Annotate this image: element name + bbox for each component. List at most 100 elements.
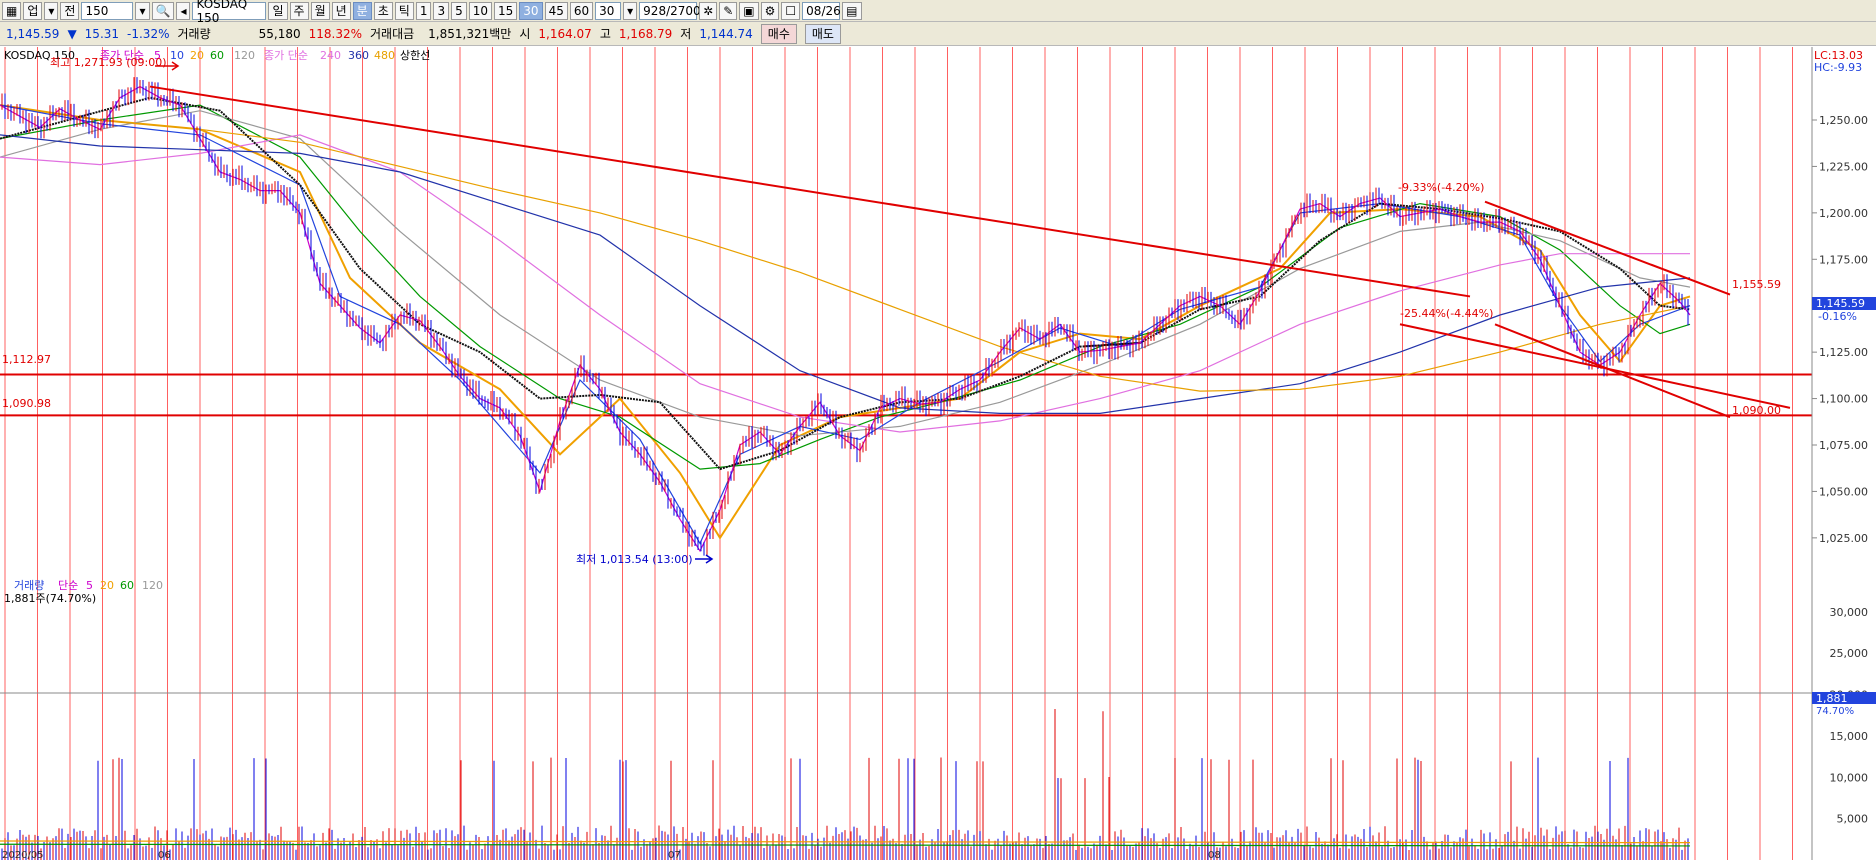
interval-dropdown-icon[interactable]: ▾	[623, 1, 638, 20]
ma-line-5	[0, 85, 1691, 553]
ma-line-480	[0, 104, 1691, 392]
code-dropdown-icon[interactable]: ▾	[135, 1, 150, 20]
legend-ma20: 20	[190, 49, 204, 62]
legend-upper-limit: 상한선	[400, 49, 430, 62]
menu-icon[interactable]: ▦	[2, 1, 22, 20]
y-axis-panel	[1812, 47, 1876, 860]
y-tick-label-9: 1,025.00	[1819, 532, 1868, 545]
current-price-tag	[1812, 297, 1876, 310]
chart-background	[0, 47, 1876, 860]
code-input[interactable]: 150	[81, 1, 134, 20]
price-change-pct: -1.32%	[127, 26, 170, 41]
level-1090-label: 1,090.98	[2, 397, 51, 410]
legend-ma120: 120	[234, 49, 255, 62]
volume-tag-text: 1,881	[1816, 692, 1848, 705]
legend-index-name: KOSDAQ 150	[4, 49, 75, 62]
legend-simple-1: 종가 단순	[100, 49, 144, 62]
legend-ma360: 360	[348, 49, 369, 62]
interval-3[interactable]: 3	[433, 1, 450, 20]
buy-button[interactable]: 매수	[760, 23, 797, 44]
vol-value: 1,881주(74.70%)	[4, 592, 96, 605]
interval-10[interactable]: 10	[468, 1, 493, 20]
market-dropdown-icon[interactable]: ▾	[44, 1, 59, 20]
down-arrow-icon: ▼	[67, 26, 77, 41]
price-chart[interactable]: 1,250.001,225.001,200.001,175.001,150.00…	[0, 47, 1876, 860]
vol-tick-label-4: 10,000	[1830, 771, 1869, 784]
volume-label: 거래량	[177, 27, 211, 41]
interval-45[interactable]: 45	[544, 1, 568, 20]
count-field[interactable]: 928/2700	[639, 1, 701, 20]
x-label-3: 08	[1208, 850, 1221, 860]
vol-legend-simple: 단순	[58, 579, 78, 592]
trend-line-upper	[149, 85, 1471, 298]
trend-line-lower-2	[1494, 323, 1731, 419]
volume-ma-20	[0, 840, 1691, 844]
period-second[interactable]: 초	[373, 1, 393, 20]
volume-ma-60	[0, 843, 1691, 847]
draw-icon[interactable]: ✎	[719, 1, 738, 20]
current-price: 1,145.59	[6, 26, 60, 41]
amount-label: 거래대금	[370, 27, 415, 41]
x-label-2: 07	[668, 850, 681, 860]
y-tick-label-2: 1,200.00	[1819, 207, 1868, 220]
volume-bars	[0, 709, 1691, 860]
ma-line-360	[0, 134, 1691, 414]
high-arrow	[155, 61, 180, 71]
legend-ma240: 240	[320, 49, 341, 62]
right-level-1090-label: 1,090.00	[1732, 404, 1781, 417]
period-tick[interactable]: 틱	[394, 1, 414, 20]
y-tick-label-7: 1,075.00	[1819, 439, 1868, 452]
period-kind-select[interactable]: 전	[60, 1, 80, 20]
high-annotation: 최고 1,271.93 (09:00)	[50, 56, 167, 69]
date-checkbox[interactable]: ☐	[781, 1, 801, 20]
high-value: 1,168.79	[618, 26, 673, 41]
interval-5[interactable]: 5	[451, 1, 467, 20]
current-price-pct: -0.16%	[1818, 310, 1857, 323]
low-value: 1,144.74	[699, 26, 753, 41]
ma-line-60	[0, 104, 1691, 470]
info-bar: 1,145.59 ▼ 15.31 -1.32% 거래량 55,180 118.3…	[0, 22, 1876, 46]
vol-legend-60: 60	[120, 579, 134, 592]
ma-line-240	[0, 134, 1690, 433]
interval-1[interactable]: 1	[415, 1, 432, 20]
volume-pct: 118.32%	[308, 26, 362, 41]
save-icon[interactable]: ▣	[739, 1, 759, 20]
price-grid	[0, 373, 1812, 417]
market-select[interactable]: 업	[23, 1, 43, 20]
calendar-icon[interactable]: ▤	[842, 1, 862, 20]
low-annotation: 최저 1,013.54 (13:00)	[576, 553, 693, 566]
interval-60[interactable]: 60	[569, 1, 594, 20]
gear-icon[interactable]: ⚙	[760, 1, 780, 20]
y-tick-label-8: 1,050.00	[1819, 485, 1868, 498]
period-minute[interactable]: 분	[352, 1, 372, 20]
speaker-icon[interactable]: ◂	[176, 1, 191, 20]
level-1112-label: 1,112.97	[2, 353, 51, 366]
search-icon[interactable]: 🔍	[151, 1, 175, 20]
pct-upper-annotation: -9.33%(-4.20%)	[1398, 181, 1484, 194]
volume-tag-pct: 74.70%	[1816, 706, 1854, 717]
period-month[interactable]: 월	[310, 1, 330, 20]
interval-input[interactable]: 30	[595, 1, 622, 20]
amount-value: 1,851,321백만	[428, 27, 512, 41]
y-tick-label-0: 1,250.00	[1819, 114, 1868, 127]
y-tick-label-1: 1,225.00	[1819, 160, 1868, 173]
interval-15[interactable]: 15	[494, 1, 518, 20]
y-tick-label-5: 1,125.00	[1819, 346, 1868, 359]
date-input[interactable]: 08/26	[802, 1, 841, 20]
interval-30[interactable]: 30	[519, 1, 543, 20]
period-week[interactable]: 주	[289, 1, 309, 20]
sell-button[interactable]: 매도	[804, 23, 841, 44]
vol-tick-label-3: 15,000	[1830, 730, 1869, 743]
legend-ma5: 5	[154, 49, 161, 62]
y-tick-label-3: 1,175.00	[1819, 253, 1868, 266]
y-tick-label-6: 1,100.00	[1819, 393, 1868, 406]
vol-legend-volume: 거래량	[14, 579, 44, 592]
volume-tag	[1812, 692, 1876, 704]
period-year[interactable]: 년	[331, 1, 351, 20]
x-axis-labels: 2020/05 06 07 08	[2, 850, 1221, 860]
price-change: 15.31	[84, 26, 120, 41]
index-name-field: KOSDAQ 150	[192, 0, 267, 25]
tool-icon[interactable]: ✲	[699, 1, 718, 20]
right-level-1155-label: 1,155.59	[1732, 278, 1781, 291]
period-day[interactable]: 일	[268, 1, 288, 20]
